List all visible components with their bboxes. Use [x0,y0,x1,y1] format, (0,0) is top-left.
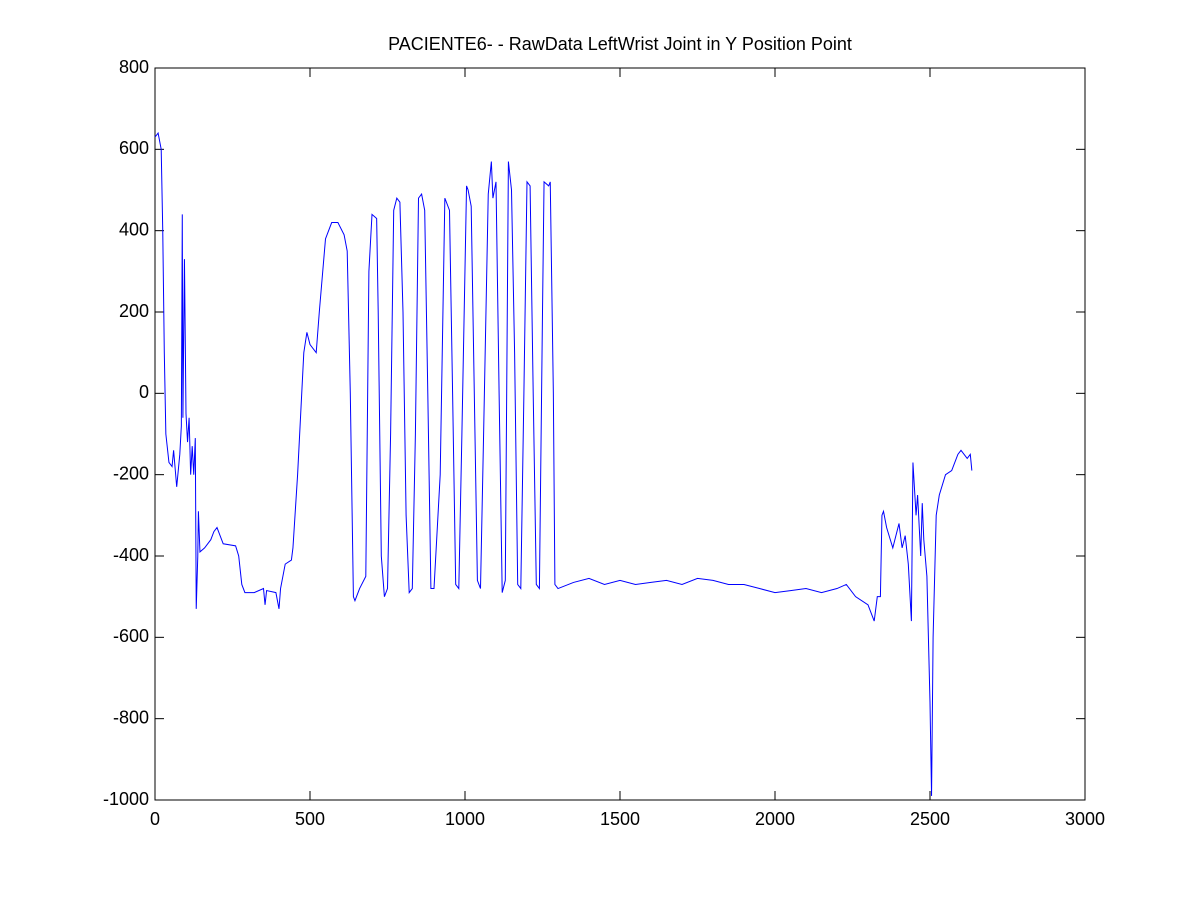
y-tick-label: 400 [119,219,149,239]
y-tick-label: 0 [139,382,149,402]
y-tick-label: -400 [113,545,149,565]
x-tick-label: 1000 [445,809,485,829]
y-tick-label: -200 [113,463,149,483]
y-tick-label: 200 [119,301,149,321]
y-tick-label: -600 [113,626,149,646]
x-tick-label: 1500 [600,809,640,829]
x-tick-label: 2500 [910,809,950,829]
x-tick-label: 0 [150,809,160,829]
y-tick-label: -800 [113,707,149,727]
data-line [154,131,973,796]
x-tick-label: 500 [295,809,325,829]
x-tick-label: 2000 [755,809,795,829]
y-tick-label: 600 [119,138,149,158]
chart-title: PACIENTE6- - RawData LeftWrist Joint in … [388,34,852,54]
y-tick-label: 800 [119,57,149,77]
y-tick-label: -1000 [103,789,149,809]
x-tick-label: 3000 [1065,809,1105,829]
